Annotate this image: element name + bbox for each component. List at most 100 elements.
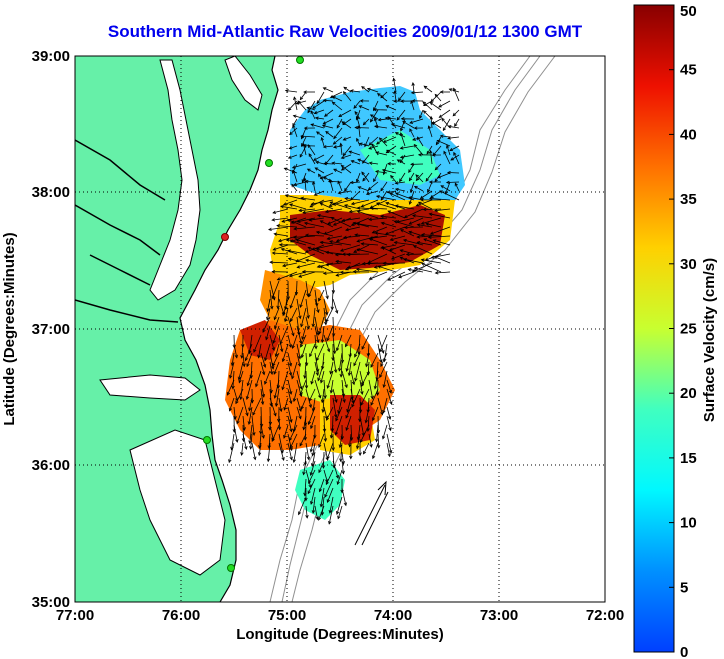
velocity-arrow bbox=[382, 169, 397, 174]
velocity-arrow bbox=[229, 397, 235, 411]
velocity-arrow bbox=[299, 289, 307, 308]
velocity-arrow bbox=[232, 370, 235, 389]
velocity-arrow-head bbox=[299, 154, 303, 158]
velocity-arrow-head bbox=[324, 209, 329, 214]
velocity-arrow-head bbox=[292, 398, 297, 403]
velocity-arrow-head bbox=[305, 515, 309, 519]
velocity-arrow bbox=[302, 172, 307, 183]
velocity-arrow bbox=[305, 442, 310, 460]
velocity-arrow bbox=[228, 442, 235, 463]
velocity-arrow-head bbox=[273, 371, 277, 375]
velocity-arrow-head bbox=[358, 452, 362, 457]
velocity-arrow-head bbox=[306, 456, 311, 461]
velocity-arrow-head bbox=[338, 113, 343, 118]
velocity-arrow-head bbox=[286, 218, 291, 223]
velocity-arrow-head bbox=[244, 446, 248, 450]
velocity-arrow bbox=[395, 188, 406, 192]
velocity-arrow-head bbox=[370, 402, 374, 406]
velocity-arrow bbox=[437, 172, 451, 179]
velocity-arrow bbox=[287, 388, 292, 404]
velocity-arrow-head bbox=[300, 354, 305, 359]
velocity-arrow bbox=[293, 442, 298, 463]
velocity-arrow-head bbox=[293, 96, 297, 101]
velocity-arrow-head bbox=[399, 178, 403, 183]
velocity-arrow-head bbox=[307, 109, 311, 114]
velocity-arrow bbox=[335, 406, 343, 421]
velocity-arrow bbox=[304, 424, 307, 440]
velocity-arrow bbox=[434, 208, 451, 212]
velocity-arrow-head bbox=[280, 205, 284, 209]
velocity-arrow bbox=[351, 199, 370, 205]
velocity-arrow-head bbox=[365, 191, 370, 196]
velocity-arrow bbox=[343, 86, 352, 93]
velocity-arrow-head bbox=[440, 185, 445, 189]
velocity-arrow-head bbox=[292, 114, 297, 118]
velocity-arrow-head bbox=[380, 214, 384, 219]
velocity-arrow bbox=[252, 397, 262, 416]
velocity-arrow-head bbox=[319, 265, 324, 269]
velocity-arrow bbox=[389, 244, 406, 251]
velocity-arrow-head bbox=[332, 350, 337, 355]
velocity-arrow-head bbox=[417, 201, 422, 205]
velocity-arrow-head bbox=[336, 481, 340, 486]
velocity-arrow-head bbox=[356, 210, 361, 214]
velocity-arrow-head bbox=[282, 202, 287, 206]
velocity-arrow bbox=[453, 88, 460, 102]
albemarle-sound bbox=[99, 374, 201, 401]
y-tick-label: 35:00 bbox=[32, 594, 70, 611]
velocity-arrow bbox=[307, 144, 316, 156]
velocity-arrow-head bbox=[280, 348, 284, 353]
velocity-arrow bbox=[440, 135, 451, 138]
velocity-arrow bbox=[421, 262, 442, 273]
velocity-arrow-head bbox=[410, 162, 414, 167]
velocity-arrow bbox=[307, 168, 316, 174]
velocity-arrow bbox=[447, 172, 460, 174]
velocity-arrow-head bbox=[307, 421, 311, 426]
velocity-arrow-head bbox=[337, 180, 341, 185]
velocity-arrow-head bbox=[409, 128, 413, 132]
velocity-arrow bbox=[316, 131, 325, 138]
velocity-arrow-head bbox=[331, 161, 336, 165]
velocity-arrow bbox=[420, 190, 433, 199]
y-axis: 35:00 36:00 37:00 38:00 39:00 Latitude (… bbox=[1, 48, 70, 611]
velocity-arrow-head bbox=[244, 357, 248, 362]
velocity-arrow bbox=[278, 397, 282, 412]
velocity-arrow bbox=[344, 181, 352, 192]
colorbar-tick-label: 20 bbox=[680, 385, 697, 402]
velocity-arrow-head bbox=[343, 502, 347, 507]
velocity-arrow bbox=[305, 280, 309, 297]
velocity-arrow-head bbox=[273, 232, 278, 236]
velocity-arrow-head bbox=[417, 153, 422, 157]
velocity-arrow-head bbox=[311, 510, 316, 514]
velocity-arrow-head bbox=[306, 315, 310, 319]
velocity-arrow bbox=[269, 289, 273, 309]
velocity-arrow bbox=[276, 225, 298, 228]
velocity-arrow bbox=[374, 370, 379, 389]
velocity-arrow-head bbox=[379, 374, 383, 379]
velocity-arrow bbox=[289, 433, 298, 449]
velocity-arrow bbox=[282, 262, 298, 267]
velocity-arrow bbox=[377, 265, 397, 273]
velocity-arrow-head bbox=[228, 407, 233, 412]
velocity-arrow-head bbox=[394, 132, 399, 136]
velocity-arrow bbox=[288, 258, 307, 264]
velocity-arrow-head bbox=[356, 137, 360, 142]
velocity-arrow-head bbox=[450, 157, 455, 161]
velocity-arrow bbox=[356, 223, 379, 228]
velocity-arrow-head bbox=[368, 146, 372, 150]
velocity-arrow bbox=[325, 307, 334, 322]
velocity-arrow bbox=[307, 478, 316, 494]
velocity-arrow bbox=[238, 361, 244, 380]
velocity-arrow-head bbox=[357, 125, 361, 129]
velocity-arrow bbox=[376, 195, 397, 201]
colorbar-tick-label: 40 bbox=[680, 126, 697, 143]
velocity-arrow-head bbox=[316, 309, 320, 314]
velocity-arrow bbox=[379, 334, 388, 352]
velocity-arrow-head bbox=[331, 96, 336, 100]
velocity-arrow bbox=[282, 343, 289, 362]
velocity-arrow bbox=[341, 165, 352, 174]
velocity-arrow-head bbox=[300, 323, 304, 328]
velocity-arrow bbox=[273, 244, 289, 251]
velocity-arrow-head bbox=[304, 249, 309, 253]
velocity-arrow-head bbox=[415, 203, 420, 207]
